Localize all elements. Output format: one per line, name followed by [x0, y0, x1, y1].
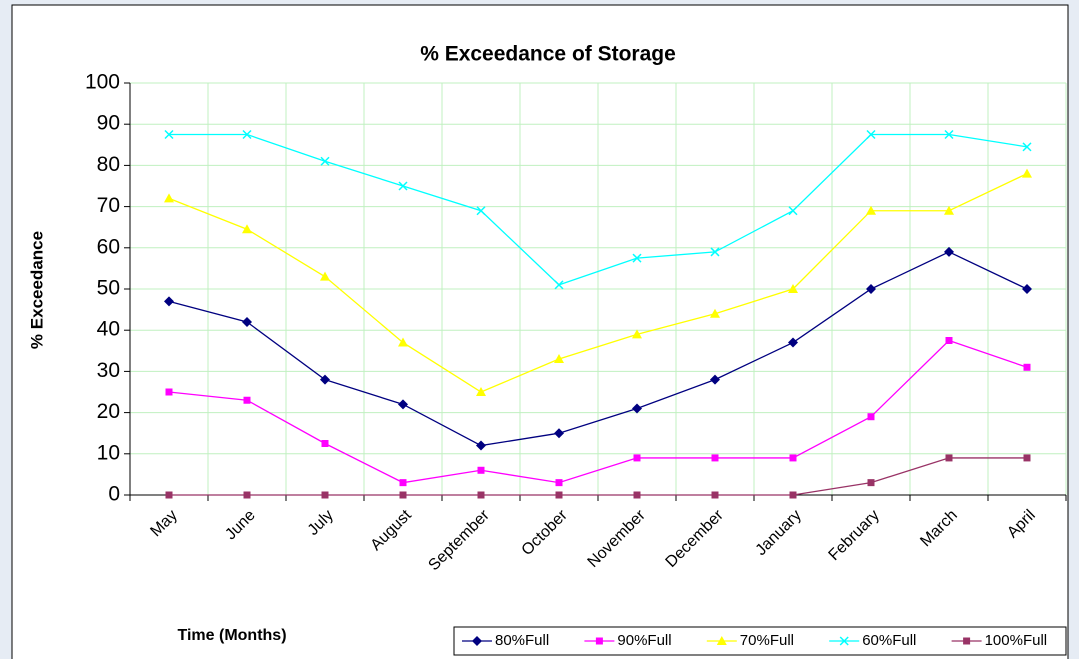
legend-label: 80%Full: [495, 632, 549, 649]
marker: [1023, 454, 1031, 462]
marker: [945, 337, 953, 344]
series-line: [168, 173, 1028, 393]
marker: [788, 284, 798, 293]
y-tick-label: 40: [97, 318, 120, 341]
marker: [839, 636, 849, 646]
marker: [945, 454, 953, 462]
legend-label: 100%Full: [985, 632, 1048, 649]
marker: [710, 374, 720, 385]
chart-title: % Exceedance of Storage: [420, 43, 676, 66]
marker: [321, 491, 329, 499]
marker: [476, 440, 486, 451]
series-line: [168, 251, 1028, 447]
marker: [789, 491, 797, 499]
marker: [866, 284, 876, 294]
marker: [711, 491, 719, 499]
series-line: [169, 457, 1027, 496]
marker: [554, 354, 564, 364]
marker: [164, 193, 174, 203]
marker: [398, 337, 408, 347]
series-line: [168, 339, 1028, 484]
marker: [477, 466, 485, 474]
marker: [320, 374, 330, 385]
marker: [716, 636, 727, 645]
marker: [164, 296, 174, 307]
y-tick-label: 90: [97, 112, 120, 135]
marker: [242, 224, 252, 234]
marker: [399, 479, 407, 487]
marker: [399, 491, 407, 499]
marker: [321, 440, 329, 447]
marker: [1023, 363, 1031, 371]
legend-label: 60%Full: [862, 632, 916, 649]
y-tick-label: 60: [97, 235, 120, 258]
y-tick-label: 20: [97, 400, 120, 423]
marker: [944, 246, 954, 257]
marker: [789, 454, 797, 462]
marker: [632, 329, 642, 339]
marker: [866, 205, 876, 215]
marker: [944, 129, 954, 140]
marker: [554, 280, 564, 290]
y-tick-label: 0: [108, 483, 120, 506]
marker: [633, 454, 641, 462]
y-tick-label: 100: [85, 71, 120, 94]
legend-label: 90%Full: [617, 632, 671, 649]
series-line: [169, 133, 1028, 286]
marker: [632, 403, 642, 414]
marker: [788, 206, 798, 216]
y-tick-label: 80: [97, 153, 120, 176]
marker: [944, 205, 954, 215]
marker: [165, 491, 173, 499]
marker: [477, 491, 485, 499]
marker: [711, 454, 719, 462]
marker: [595, 637, 603, 645]
marker: [632, 253, 642, 263]
y-tick-label: 30: [97, 359, 120, 382]
marker: [1022, 142, 1032, 152]
marker: [710, 308, 720, 318]
y-tick-label: 50: [97, 277, 120, 300]
marker: [1022, 284, 1032, 294]
marker: [963, 637, 971, 645]
y-axis-label: % Exceedance: [27, 231, 46, 349]
marker: [788, 337, 798, 348]
marker: [866, 129, 876, 140]
legend: 80%Full 90%Full 70%Full 60%Full 100%Full: [453, 626, 1067, 656]
marker: [710, 247, 720, 257]
chart-frame: [11, 4, 1069, 659]
marker: [320, 156, 330, 166]
marker: [1022, 168, 1032, 178]
marker: [867, 479, 875, 487]
y-tick-label: 10: [97, 441, 120, 464]
marker: [164, 129, 174, 140]
marker: [165, 388, 173, 396]
marker: [398, 181, 408, 191]
marker: [320, 271, 330, 281]
marker: [243, 491, 251, 499]
legend-label: 70%Full: [740, 632, 794, 649]
marker: [867, 413, 875, 421]
marker: [476, 387, 486, 396]
marker: [242, 316, 252, 327]
legend-box: [453, 626, 1067, 656]
marker: [633, 491, 641, 499]
marker: [555, 479, 563, 487]
marker: [555, 491, 563, 499]
x-axis-label: Time (Months): [177, 627, 286, 644]
marker: [476, 206, 486, 216]
marker: [398, 399, 408, 410]
marker: [242, 129, 252, 140]
marker: [554, 428, 564, 439]
y-tick-label: 70: [97, 194, 120, 217]
marker: [472, 636, 482, 646]
marker: [243, 396, 251, 404]
